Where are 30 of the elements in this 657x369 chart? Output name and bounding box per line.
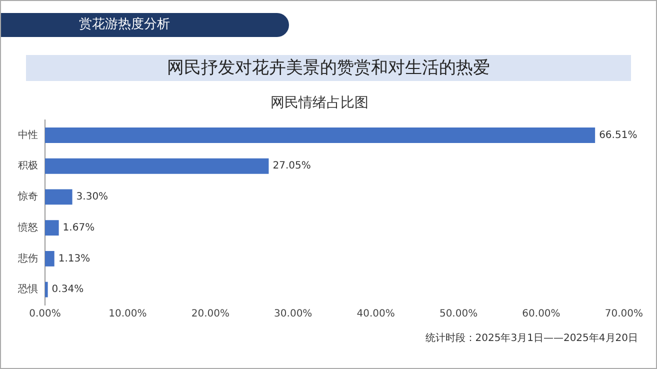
x-tick-label: 60.00% — [522, 308, 560, 320]
bar — [45, 250, 54, 266]
data-label: 27.05% — [272, 160, 311, 172]
y-tick-label: 愤怒 — [17, 221, 38, 234]
x-tick-label: 30.00% — [274, 308, 312, 320]
text: 统计时段：2025年3月1日——2025年4月20日 — [425, 332, 638, 345]
x-tick-label: 70.00% — [604, 308, 644, 320]
text: 赏花游热度分析 — [1, 13, 289, 37]
x-tick-label: 0.00% — [29, 308, 61, 320]
chart-title: 网民情绪占比图 — [270, 95, 368, 112]
bar — [45, 158, 269, 174]
x-tick-label: 20.00% — [191, 308, 230, 320]
bar — [45, 189, 72, 205]
x-tick-label: 40.00% — [356, 308, 395, 320]
y-tick-label: 惊奇 — [17, 190, 38, 203]
bar — [45, 220, 59, 236]
bar — [45, 282, 48, 298]
data-label: 66.51% — [599, 130, 638, 141]
y-tick-label: 积极 — [18, 160, 38, 172]
data-label: 1.13% — [58, 253, 90, 264]
data-label: 3.30% — [76, 192, 108, 203]
chart-subtitle: 网民抒发对花卉美景的赞赏和对生活的热爱 — [26, 55, 631, 81]
y-tick-label: 恐惧 — [17, 283, 38, 296]
x-tick-label: 50.00% — [439, 308, 478, 320]
y-tick-label: 中性 — [18, 128, 38, 141]
data-label: 1.67% — [62, 222, 95, 234]
data-label: 0.34% — [52, 284, 84, 296]
y-tick-label: 悲伤 — [17, 252, 38, 264]
bar — [45, 128, 596, 143]
x-tick-label: 10.00% — [108, 308, 147, 320]
